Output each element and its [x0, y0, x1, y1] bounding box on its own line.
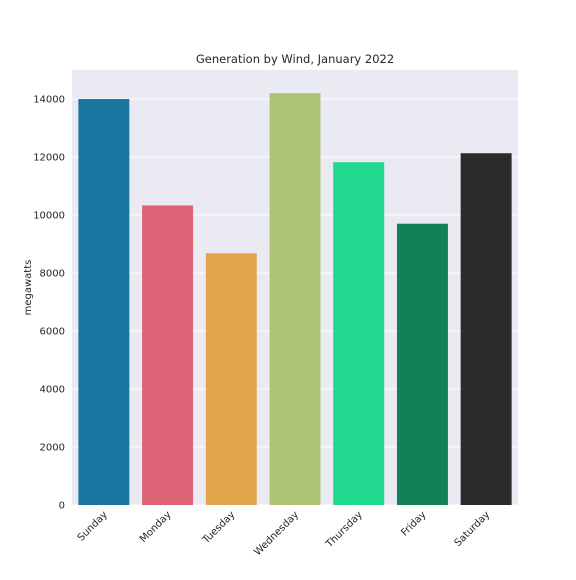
y-tick-label: 10000 [33, 211, 65, 222]
x-tick-label-sunday: Sunday [76, 509, 110, 543]
y-tick-label: 8000 [40, 269, 65, 280]
y-tick-label: 0 [59, 501, 65, 512]
x-tick-label-wednesday: Wednesday [252, 509, 301, 558]
bar-thursday [333, 162, 385, 505]
bar-monday [142, 205, 194, 505]
y-axis-label: megawatts [23, 260, 34, 316]
y-tick-label: 4000 [40, 385, 65, 396]
bar-sunday [78, 99, 130, 505]
chart-title: Generation by Wind, January 2022 [196, 52, 394, 66]
bars [78, 93, 512, 506]
bar-friday [396, 223, 448, 505]
y-tick-label: 12000 [33, 153, 65, 164]
bar-tuesday [205, 253, 257, 505]
y-tick-label: 14000 [33, 95, 65, 106]
x-axis-ticks: Sunday Monday Tuesday Wednesday Thursday Frid… [76, 509, 493, 558]
x-tick-label-tuesday: Tuesday [200, 509, 237, 546]
x-tick-label-monday: Monday [138, 509, 174, 545]
bar-saturday [460, 153, 512, 506]
y-axis-ticks: 0 2000 4000 6000 8000 10000 12000 14000 [33, 95, 65, 512]
x-tick-label-saturday: Saturday [453, 509, 493, 549]
y-tick-label: 2000 [40, 443, 65, 454]
x-tick-label-friday: Friday [399, 509, 428, 538]
bar-wednesday [269, 93, 321, 505]
y-tick-label: 6000 [40, 327, 65, 338]
x-tick-label-thursday: Thursday [323, 509, 364, 550]
